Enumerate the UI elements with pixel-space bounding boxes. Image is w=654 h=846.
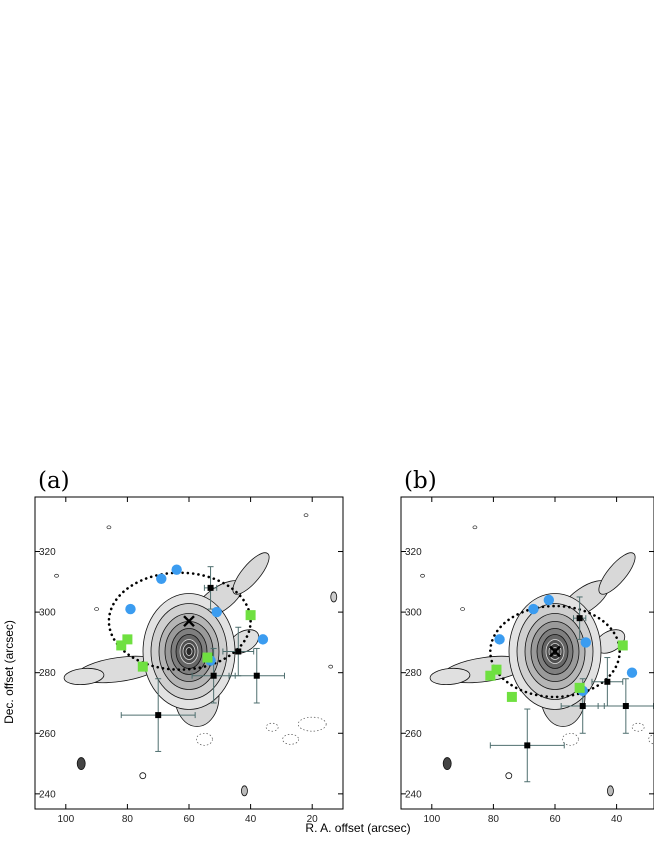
plot-area	[54, 513, 338, 797]
errorbar-point	[228, 647, 285, 704]
contour-level	[185, 647, 193, 656]
green-square-marker	[617, 640, 628, 651]
black-square-marker	[155, 712, 162, 719]
y-tick-label: 320	[39, 547, 56, 558]
blue-circle-marker	[171, 564, 182, 575]
green-square-marker	[506, 691, 517, 702]
x-tick-label: 80	[488, 814, 500, 825]
contour-blob	[505, 772, 513, 780]
y-tick-label: 240	[405, 789, 422, 800]
contour-map	[54, 513, 338, 797]
errorbar-point	[489, 708, 565, 783]
green-square-marker	[202, 652, 213, 663]
y-tick-label: 240	[39, 789, 56, 800]
blue-circle-marker	[543, 594, 555, 606]
contour-arm	[232, 552, 270, 595]
contour-speck	[54, 573, 59, 578]
green-square-marker	[137, 661, 148, 672]
plot-frame	[400, 496, 654, 810]
errorbar-point	[597, 678, 654, 734]
contour-blob	[607, 785, 614, 797]
y-axis-label: Dec. offset (arcsec)	[2, 620, 16, 724]
y-tick-label: 320	[405, 547, 422, 558]
x-tick-label: 100	[57, 814, 74, 825]
contour-speck	[420, 573, 425, 578]
beam-ellipse	[76, 757, 86, 770]
dotted-ellipse	[489, 604, 621, 699]
contour-arm	[429, 667, 471, 686]
dotted-ellipse	[107, 571, 252, 671]
x-tick-label: 60	[183, 814, 195, 825]
contour-arm	[598, 552, 636, 595]
negative-contour	[282, 733, 299, 745]
errorbar-point	[203, 566, 218, 610]
y-tick-label: 300	[39, 608, 56, 619]
contour-speck	[472, 525, 478, 530]
x-tick-label: 40	[611, 814, 623, 825]
contour-speck	[303, 513, 309, 518]
blue-circle-marker	[211, 606, 222, 618]
blue-circle-marker	[580, 637, 591, 648]
panel-a: (a) 100 80 60 40 20 240 260 280 300 320	[34, 468, 344, 825]
panel-b: (b) 100 80 60 40 240 260 280 300 320	[400, 468, 654, 825]
contour-speck	[460, 607, 465, 611]
black-square-marker	[235, 648, 242, 655]
blue-circle-marker	[125, 603, 136, 615]
green-square-marker	[116, 640, 127, 651]
green-square-marker	[485, 670, 496, 681]
black-square-marker	[622, 703, 629, 710]
contour-map	[420, 525, 654, 797]
x-tick-label: 60	[549, 814, 561, 825]
plot-area	[420, 525, 654, 797]
x-axis-label: R. A. offset (arcsec)	[305, 821, 410, 835]
y-tick-label: 260	[39, 729, 56, 740]
x-tick-label: 40	[245, 814, 257, 825]
y-tick-label: 300	[405, 608, 422, 619]
y-tick-label: 280	[39, 668, 56, 679]
contour-blob	[330, 591, 338, 603]
beam-ellipse	[442, 757, 452, 770]
black-square-marker	[524, 742, 531, 749]
blue-circle-marker	[528, 603, 539, 615]
y-tick-label: 260	[405, 729, 422, 740]
green-square-marker	[122, 634, 133, 645]
panel-label-b: (b)	[404, 468, 437, 494]
green-square-marker	[491, 664, 502, 675]
contour-speck	[94, 607, 99, 611]
errorbar-point	[591, 657, 624, 707]
black-square-marker	[576, 615, 583, 622]
negative-contour	[196, 732, 213, 746]
green-square-marker	[245, 610, 256, 621]
green-square-marker	[574, 682, 585, 693]
negative-contour	[265, 722, 279, 732]
errorbar-point	[572, 596, 587, 640]
blue-circle-marker	[156, 573, 167, 584]
blue-circle-marker	[626, 667, 638, 678]
cross-marker	[183, 615, 195, 628]
cross-marker	[549, 645, 561, 658]
negative-contour	[562, 732, 579, 746]
x-tick-label: 20	[307, 814, 319, 825]
blue-circle-marker	[257, 634, 269, 645]
negative-contour	[297, 716, 327, 732]
y-tick-label: 280	[405, 668, 422, 679]
black-square-marker	[579, 703, 586, 710]
contour-blob	[139, 772, 147, 780]
black-square-marker	[604, 678, 611, 685]
negative-contour	[631, 722, 645, 732]
black-square-marker	[210, 672, 217, 679]
x-tick-label: 80	[122, 814, 134, 825]
x-tick-label: 100	[423, 814, 440, 825]
errorbar-point	[120, 678, 196, 752]
black-square-marker	[253, 672, 260, 679]
blue-circle-marker	[494, 634, 505, 645]
contour-blob	[241, 785, 248, 797]
contour-speck	[328, 664, 334, 669]
contour-speck	[106, 525, 112, 530]
panel-label-a: (a)	[38, 468, 70, 494]
negative-contour	[648, 734, 654, 745]
contour-arm	[63, 667, 105, 686]
black-square-marker	[207, 584, 214, 591]
